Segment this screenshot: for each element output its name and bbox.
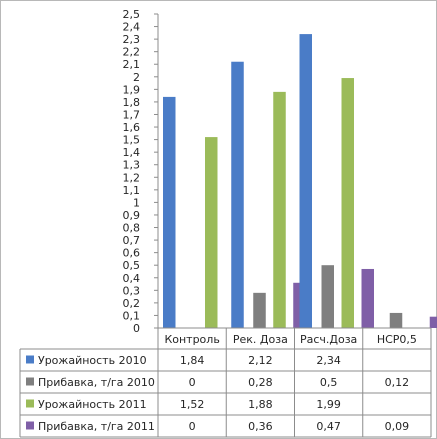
y-tick-label: 2,2 xyxy=(123,46,141,59)
legend-label: Урожайность 2011 xyxy=(38,398,147,411)
bar-2-4 xyxy=(389,312,403,328)
y-tick-label: 0,5 xyxy=(123,259,141,272)
y-tick-label: 1,7 xyxy=(123,108,141,121)
legend-label: Урожайность 2010 xyxy=(38,354,147,367)
y-tick-label: 1,8 xyxy=(123,96,141,109)
x-category-label: НСР0,5 xyxy=(377,333,417,346)
y-tick-label: 2,3 xyxy=(123,33,141,46)
y-tick-label: 0,3 xyxy=(123,284,141,297)
y-tick-label: 2 xyxy=(133,71,140,84)
legend-label: Прибавка, т/га 2010 xyxy=(38,376,155,389)
y-tick-label: 0,6 xyxy=(123,247,141,260)
y-tick-label: 1,9 xyxy=(123,83,141,96)
y-tick-label: 0,9 xyxy=(123,209,141,222)
data-table-value: 0,36 xyxy=(248,420,273,433)
bar-2-3 xyxy=(321,265,334,328)
legend-key xyxy=(26,355,34,364)
data-table-value: 1,52 xyxy=(180,398,205,411)
data-table-value: 0,28 xyxy=(248,376,273,389)
x-category-label: Рек. Доза xyxy=(233,333,288,346)
y-tick-label: 2,4 xyxy=(123,21,141,34)
y-tick-label: 0,4 xyxy=(123,272,141,285)
bar-4-4 xyxy=(429,316,437,328)
legend-key xyxy=(26,399,34,408)
x-category-label: Контроль xyxy=(164,333,219,346)
bar-1-1 xyxy=(163,96,176,329)
data-table-value: 0,09 xyxy=(385,420,410,433)
data-table-value: 0,12 xyxy=(385,376,410,389)
y-tick-label: 1 xyxy=(133,196,140,209)
y-tick-label: 1,6 xyxy=(123,121,141,134)
legend-key xyxy=(26,377,34,386)
legend-label: Прибавка, т/га 2011 xyxy=(38,420,155,433)
y-tick-label: 0,2 xyxy=(123,297,141,310)
y-tick-label: 0,1 xyxy=(123,309,141,322)
legend-key xyxy=(26,421,34,430)
y-tick-label: 0,7 xyxy=(123,234,141,247)
y-tick-label: 1,4 xyxy=(123,146,141,159)
bar-3-2 xyxy=(273,91,286,328)
bar-3-1 xyxy=(205,137,218,328)
y-tick-label: 1,2 xyxy=(123,171,141,184)
bar-3-3 xyxy=(341,78,354,328)
data-table-value: 2,34 xyxy=(316,354,341,367)
data-table-value: 1,99 xyxy=(316,398,341,411)
y-tick-label: 1,3 xyxy=(123,159,141,172)
data-table-value: 1,88 xyxy=(248,398,273,411)
y-tick-label: 2,5 xyxy=(123,8,141,21)
data-table-value: 2,12 xyxy=(248,354,273,367)
data-table-value: 0,47 xyxy=(316,420,341,433)
bar-1-3 xyxy=(299,34,312,328)
data-table-value: 0,5 xyxy=(320,376,338,389)
x-category-label: Расч.Доза xyxy=(300,333,357,346)
data-table-value: 0 xyxy=(189,420,196,433)
y-tick-label: 1,5 xyxy=(123,134,141,147)
bar-1-2 xyxy=(231,61,244,329)
y-tick-label: 1,1 xyxy=(123,184,141,197)
data-table-value: 1,84 xyxy=(180,354,205,367)
y-tick-label: 2,1 xyxy=(123,58,141,71)
bar-4-3 xyxy=(361,268,374,328)
y-tick-label: 0 xyxy=(133,322,140,335)
bar-2-2 xyxy=(253,292,266,328)
data-table-value: 0 xyxy=(189,376,196,389)
y-tick-label: 0,8 xyxy=(123,222,141,235)
